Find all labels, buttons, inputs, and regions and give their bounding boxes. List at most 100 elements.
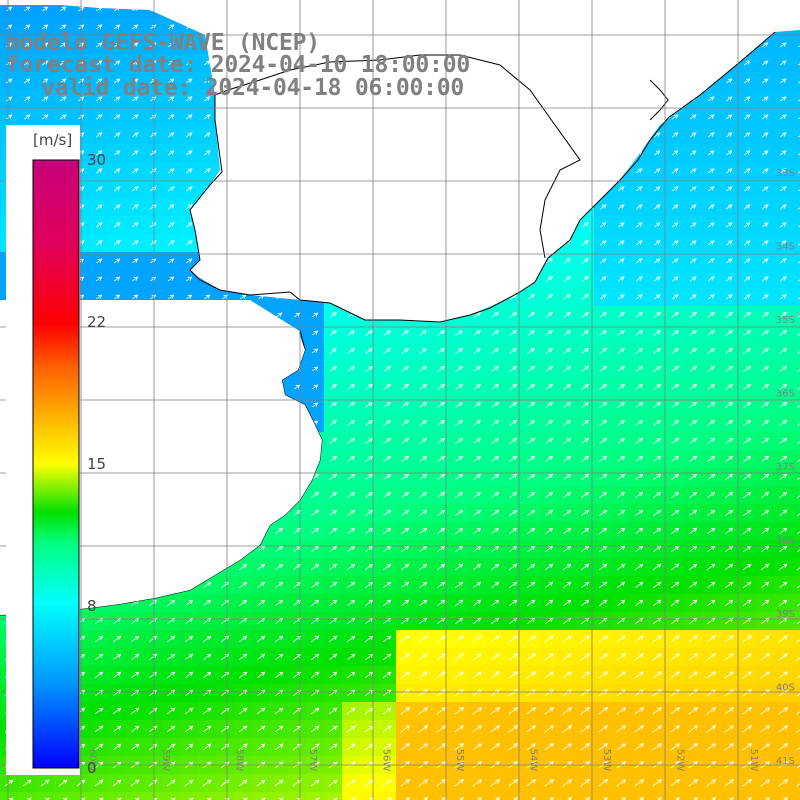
wind-arrow [274, 671, 284, 679]
wind-arrow [599, 276, 607, 282]
wind-arrow [581, 240, 589, 246]
wind-arrow [490, 743, 501, 751]
wind-arrow [274, 707, 284, 715]
wind-arrow [347, 455, 356, 462]
wind-arrow [203, 96, 211, 102]
wind-arrow [653, 473, 662, 480]
wind-arrow [707, 294, 715, 300]
wind-arrow [437, 366, 446, 372]
wind-arrow [95, 96, 103, 102]
wind-arrow [473, 455, 482, 462]
wind-arrow [779, 186, 787, 192]
wind-arrow [671, 168, 679, 174]
wind-arrow [383, 509, 392, 516]
wind-arrow [310, 671, 320, 679]
wind-arrow [346, 707, 356, 715]
wind-arrow [743, 168, 751, 174]
wind-arrow [278, 797, 284, 800]
wind-arrow [689, 509, 698, 517]
wind-arrow [797, 133, 800, 138]
wind-arrow [275, 527, 284, 534]
wind-arrow [491, 509, 500, 516]
wind-arrow [132, 294, 139, 300]
wind-arrow [581, 455, 590, 462]
wind-arrow [113, 168, 121, 174]
wind-cell [792, 792, 800, 800]
latitude-label: 34S [776, 242, 795, 253]
wind-arrow [310, 653, 320, 661]
wind-arrow [688, 563, 698, 571]
wind-arrow [527, 294, 535, 300]
wind-arrow [329, 635, 338, 643]
wind-arrow [382, 779, 392, 787]
wind-arrow [401, 581, 410, 589]
wind-arrow [329, 491, 338, 498]
wind-arrow [580, 725, 591, 733]
wind-arrow [747, 797, 753, 800]
wind-arrow [711, 797, 717, 800]
wind-arrow [170, 797, 176, 800]
wind-arrow [112, 725, 122, 733]
wind-arrow [131, 78, 139, 84]
wind-arrow [725, 455, 734, 462]
wind-arrow [725, 437, 734, 444]
wind-arrow [797, 151, 800, 156]
wind-arrow [761, 383, 770, 390]
wind-arrow [203, 599, 212, 606]
wind-arrow [527, 473, 536, 480]
wind-arrow [599, 509, 608, 516]
wind-arrow [581, 366, 590, 372]
wind-arrow [599, 437, 608, 444]
wind-arrow [239, 581, 248, 588]
wind-arrow [95, 635, 104, 642]
wind-arrow [653, 312, 662, 318]
wind-cell [792, 684, 800, 703]
wind-arrow [419, 330, 427, 336]
wind-arrow [742, 671, 752, 679]
wind-arrow [328, 743, 338, 751]
wind-arrow [491, 455, 500, 462]
wind-arrow [725, 527, 734, 535]
wind-arrow [796, 675, 800, 679]
wind-arrow [329, 402, 338, 408]
wind-arrow [131, 96, 139, 102]
wind-arrow [293, 563, 302, 570]
wind-arrow [131, 114, 139, 120]
wind-arrow [491, 384, 500, 390]
wind-arrow [131, 186, 139, 192]
wind-arrow [257, 635, 266, 643]
wind-arrow [310, 689, 320, 697]
wind-arrow [778, 635, 788, 643]
wind-arrow [436, 671, 446, 679]
wind-arrow [634, 743, 645, 751]
wind-arrow [149, 78, 157, 84]
wind-arrow [778, 779, 789, 787]
wind-cell [792, 612, 800, 631]
wind-arrow [114, 24, 121, 30]
wind-arrow [400, 653, 410, 661]
wind-arrow [689, 419, 698, 426]
wind-arrow [707, 437, 716, 444]
wind-arrow [706, 653, 716, 661]
wind-arrow [365, 384, 374, 390]
wind-arrow [509, 491, 518, 498]
wind-arrow [743, 491, 752, 498]
wind-arrow [311, 581, 320, 588]
wind-arrow [652, 581, 662, 589]
colorbar-tick: 30 [87, 151, 107, 169]
wind-arrow [508, 707, 519, 715]
wind-arrow [203, 581, 212, 588]
wind-arrow [743, 276, 751, 282]
wind-arrow [346, 743, 356, 751]
latitude-label: 39S [776, 609, 795, 620]
wind-arrow [580, 671, 590, 679]
wind-cell [792, 576, 800, 595]
wind-arrow [545, 384, 554, 390]
wind-arrow [382, 635, 392, 643]
wind-cell [792, 666, 800, 685]
wind-arrow [545, 401, 554, 408]
wind-arrow [185, 599, 194, 606]
wind-arrow [779, 473, 788, 480]
wind-arrow [167, 168, 175, 174]
wind-arrow [617, 455, 626, 462]
